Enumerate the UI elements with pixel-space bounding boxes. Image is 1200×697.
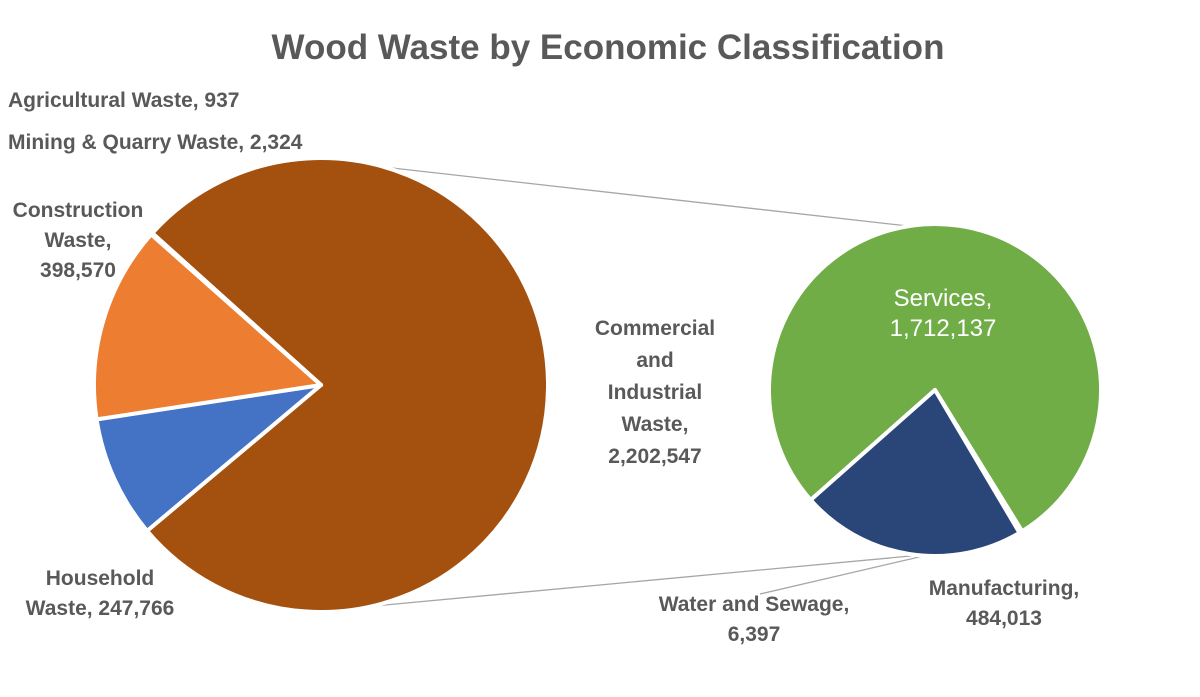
pie-slice-construction: [92, 232, 323, 422]
pie-slice-agricultural: [149, 231, 323, 387]
pie-slice-services: [767, 222, 1103, 534]
label-construction-waste: Construction Waste, 398,570: [12, 199, 144, 282]
label-commercial-industrial-waste: Commercial and Industrial Waste, 2,202,5…: [594, 317, 716, 468]
pie-slice-manufacturing: [808, 388, 1022, 558]
label-mining-quarry-waste: Mining & Quarry Waste, 2,324: [8, 131, 303, 154]
label-water-and-sewage: Water and Sewage, 6,397: [658, 593, 850, 646]
label-agricultural-waste: Agricultural Waste, 937: [8, 89, 240, 112]
pie-slice-household: [94, 383, 323, 533]
leader-line-water-and-sewage: [759, 553, 933, 595]
chart-title: Wood Waste by Economic Classification: [271, 28, 945, 67]
connector-line-bottom: [320, 553, 933, 612]
label-services: Services, 1,712,137: [889, 285, 997, 342]
pie-slice-commercial-industrial: [145, 156, 550, 614]
connector-line-top: [320, 159, 909, 227]
label-household-waste: Household Waste, 247,766: [25, 567, 175, 620]
label-manufacturing: Manufacturing, 484,013: [928, 577, 1080, 630]
